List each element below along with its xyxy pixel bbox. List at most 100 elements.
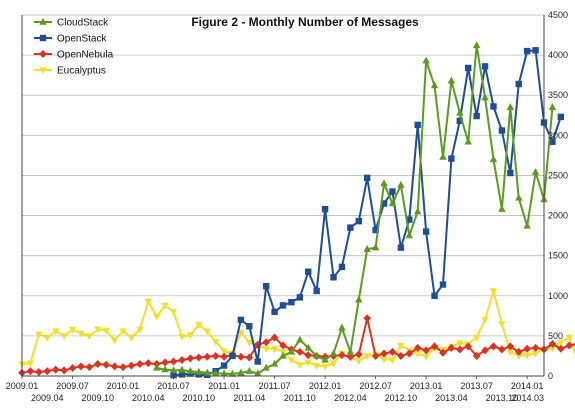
data-point-cloudstack: [161, 365, 169, 373]
data-point-openstack: [178, 371, 186, 378]
legend-label: CloudStack: [57, 18, 109, 29]
data-point-openstack: [397, 244, 405, 251]
data-point-opennebula: [498, 345, 506, 354]
data-point-eucalyptus: [481, 317, 489, 325]
legend-label: OpenNebula: [57, 50, 114, 61]
data-point-eucalyptus: [35, 331, 43, 339]
data-point-cloudstack: [262, 363, 270, 371]
data-point-opennebula: [557, 344, 565, 353]
y-tick-label: 2500: [548, 170, 568, 180]
y-tick-label: 2000: [548, 211, 568, 221]
data-point-opennebula: [26, 367, 35, 376]
data-point-cloudstack: [414, 207, 422, 215]
data-point-eucalyptus: [312, 362, 321, 370]
legend-item-openstack: OpenStack: [34, 34, 107, 45]
data-point-eucalyptus: [211, 338, 220, 346]
data-point-eucalyptus: [161, 302, 169, 310]
data-point-eucalyptus: [262, 346, 270, 353]
series-cloudstack: [153, 41, 557, 377]
data-point-eucalyptus: [153, 313, 161, 321]
data-point-eucalyptus: [119, 328, 127, 336]
x-tick-label: 2012.10: [385, 393, 418, 403]
data-point-cloudstack: [447, 76, 456, 84]
data-point-eucalyptus: [245, 339, 254, 347]
data-point-eucalyptus: [102, 327, 110, 335]
data-point-openstack: [549, 138, 556, 145]
data-point-eucalyptus: [60, 333, 68, 341]
data-point-opennebula: [481, 346, 489, 355]
data-point-eucalyptus: [531, 350, 540, 358]
data-point-eucalyptus: [68, 326, 77, 334]
data-point-cloudstack: [169, 366, 178, 374]
data-point-eucalyptus: [557, 339, 565, 347]
data-point-opennebula: [296, 347, 304, 356]
x-tick-label: 2014.01: [511, 381, 544, 391]
data-point-opennebula: [523, 344, 531, 353]
data-point-cloudstack: [321, 355, 329, 363]
y-tick-label: 0: [548, 371, 553, 381]
data-point-opennebula: [456, 345, 464, 354]
data-point-opennebula: [211, 351, 220, 360]
data-point-cloudstack: [405, 231, 413, 239]
data-point-cloudstack: [186, 366, 195, 374]
data-point-openstack: [262, 282, 270, 290]
data-point-eucalyptus: [506, 349, 515, 357]
data-point-opennebula: [136, 359, 144, 368]
legend-label: Eucalyptus: [57, 66, 106, 77]
x-tick-label: 2009.07: [56, 381, 89, 391]
data-point-opennebula: [119, 363, 127, 372]
data-point-eucalyptus: [178, 333, 186, 341]
legend-marker-cloudstack: [39, 17, 47, 25]
data-point-cloudstack: [287, 347, 296, 355]
data-point-openstack: [363, 174, 371, 182]
data-point-cloudstack: [228, 369, 237, 377]
data-point-cloudstack: [515, 193, 523, 201]
data-point-eucalyptus: [144, 298, 152, 306]
data-point-openstack: [347, 224, 354, 231]
data-point-opennebula: [338, 351, 346, 360]
data-point-opennebula: [77, 362, 85, 371]
data-point-openstack: [296, 294, 304, 301]
data-point-cloudstack: [254, 369, 262, 377]
data-point-eucalyptus: [321, 363, 329, 371]
data-point-opennebula: [110, 362, 119, 371]
data-point-opennebula: [43, 367, 52, 376]
data-point-cloudstack: [430, 81, 439, 89]
data-point-opennebula: [472, 351, 481, 360]
y-tick-label: 1000: [548, 291, 568, 301]
data-point-opennebula: [363, 314, 371, 323]
data-point-opennebula: [262, 338, 270, 347]
legend-item-eucalyptus: Eucalyptus: [34, 66, 106, 77]
data-point-cloudstack: [245, 366, 254, 374]
data-point-opennebula: [60, 366, 68, 375]
data-point-cloudstack: [338, 323, 346, 331]
data-point-opennebula: [68, 363, 77, 372]
data-point-opennebula: [531, 343, 540, 352]
data-point-cloudstack: [211, 368, 220, 376]
data-point-opennebula: [161, 358, 169, 367]
data-point-opennebula: [178, 355, 186, 364]
data-point-openstack: [481, 63, 489, 70]
data-point-opennebula: [565, 341, 574, 350]
data-point-openstack: [288, 298, 295, 306]
data-point-opennebula: [413, 343, 422, 352]
data-point-opennebula: [371, 351, 380, 360]
data-point-cloudstack: [531, 168, 540, 175]
legend-marker-opennebula: [39, 50, 47, 58]
data-point-opennebula: [439, 348, 447, 357]
data-point-eucalyptus: [363, 353, 371, 361]
data-point-eucalyptus: [397, 342, 405, 350]
data-point-eucalyptus: [565, 334, 573, 342]
x-tick-label: 2013.01: [410, 381, 443, 391]
data-point-openstack: [330, 274, 337, 281]
data-point-openstack: [448, 155, 455, 162]
data-point-eucalyptus: [85, 333, 94, 341]
data-point-openstack: [338, 263, 346, 271]
data-point-openstack: [422, 228, 430, 235]
data-point-cloudstack: [489, 155, 498, 163]
legend-item-cloudstack: CloudStack: [34, 18, 109, 29]
data-point-eucalyptus: [414, 350, 422, 358]
x-tick-label: 2009.04: [31, 393, 64, 403]
x-tick-label: 2011.10: [284, 393, 316, 403]
data-point-openstack: [473, 112, 480, 120]
